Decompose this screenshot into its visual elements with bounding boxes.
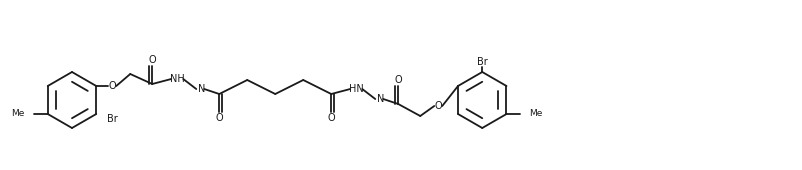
Text: Br: Br [107,114,118,124]
Text: HN: HN [349,84,363,94]
Text: NH: NH [170,74,184,84]
Text: O: O [327,113,335,123]
Text: O: O [216,113,223,123]
Text: N: N [197,84,205,94]
Text: N: N [377,94,384,104]
Text: O: O [435,101,442,111]
Text: O: O [108,81,116,91]
Text: Me: Me [11,109,25,118]
Text: O: O [395,75,402,85]
Text: Br: Br [477,57,488,67]
Text: Me: Me [529,109,543,118]
Text: O: O [148,55,156,65]
